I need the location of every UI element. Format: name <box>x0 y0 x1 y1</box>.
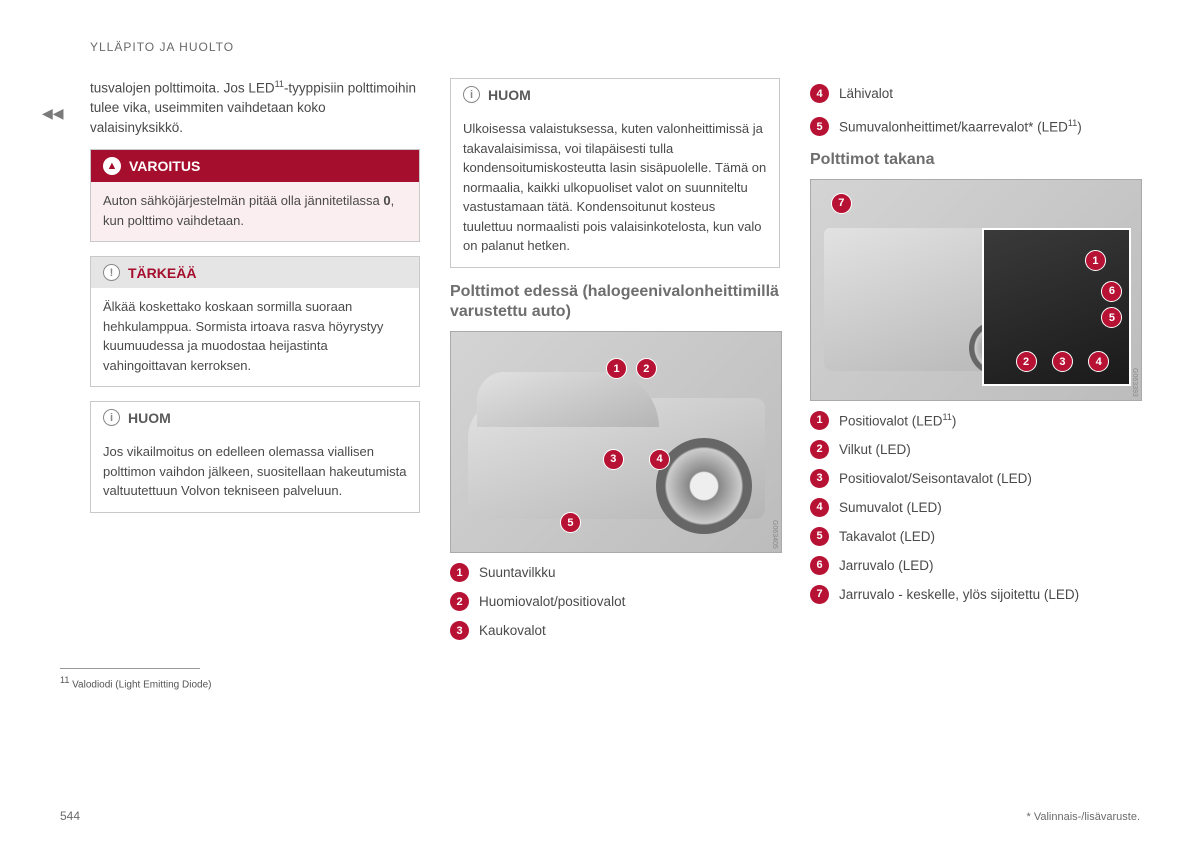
callout-3: 3 <box>603 449 624 470</box>
legend-num: 1 <box>810 411 829 430</box>
legend-label: Jarruvalo (LED) <box>839 558 934 573</box>
warning-title: VAROITUS <box>129 158 200 174</box>
warning-body: Auton sähköjärjestelmän pitää olla jänni… <box>91 182 419 241</box>
callout-1: 1 <box>1085 250 1106 271</box>
callout-4: 4 <box>649 449 670 470</box>
note-2-title: HUOM <box>488 87 531 103</box>
rear-image-id: G063393 <box>1131 368 1138 397</box>
legend-num: 3 <box>810 469 829 488</box>
callout-2: 2 <box>636 358 657 379</box>
legend-label: Lähivalot <box>839 86 893 101</box>
info-icon: i <box>463 86 480 103</box>
optional-equipment-note: * Valinnais-/lisävaruste. <box>1026 811 1140 823</box>
note-2-header: i HUOM <box>451 79 779 110</box>
legend-item-5: 5 Takavalot (LED) <box>810 527 1140 546</box>
section-header: YLLÄPITO JA HUOLTO <box>90 40 1140 54</box>
note-1-body: Jos vikailmoitus on edelleen olemassa vi… <box>91 433 419 512</box>
continuation-marker: ◀◀ <box>42 105 64 122</box>
important-body: Älkää koskettako koskaan sormilla suoraa… <box>91 288 419 386</box>
front-wheel <box>656 438 752 534</box>
note-1-title: HUOM <box>128 410 171 426</box>
footnote: 11 Valodiodi (Light Emitting Diode) <box>60 675 1140 690</box>
page-number: 544 <box>60 809 80 823</box>
note-1-header: i HUOM <box>91 402 419 433</box>
front-bulbs-figure: G063405 12345 <box>450 331 782 553</box>
info-icon: i <box>103 409 120 426</box>
rear-legend: 1 Positiovalot (LED11) 2 Vilkut (LED) 3 Posit… <box>810 411 1140 604</box>
legend-num: 1 <box>450 563 469 582</box>
legend-num: 2 <box>450 592 469 611</box>
front-legend-continued: 4 Lähivalot 5 Sumuvalonheittimet/kaarrevalo… <box>810 84 1140 136</box>
front-legend: 1 Suuntavilkku 2 Huomiovalot/positiovalot 3K… <box>450 563 780 640</box>
legend-label: Vilkut (LED) <box>839 442 911 457</box>
legend-num: 7 <box>810 585 829 604</box>
rear-bulbs-heading: Polttimot takana <box>810 150 1140 171</box>
legend-item-3: 3 Positiovalot/Seisontavalot (LED) <box>810 469 1140 488</box>
callout-5: 5 <box>560 512 581 533</box>
note-box-2: i HUOM Ulkoisessa valaistuksessa, kuten … <box>450 78 780 268</box>
important-header: ! TÄRKEÄÄ <box>91 257 419 288</box>
legend-label: Huomiovalot/positiovalot <box>479 594 625 609</box>
legend-num: 4 <box>810 498 829 517</box>
legend-item-1: 1 Suuntavilkku <box>450 563 780 582</box>
legend-item-3: 3 Kaukovalot <box>450 621 780 640</box>
legend-label: Positiovalot (LED11) <box>839 412 956 429</box>
legend-item-2: 2 Huomiovalot/positiovalot <box>450 592 780 611</box>
legend-item-5: 5 Sumuvalonheittimet/kaarrevalot* (LED11) <box>810 117 1140 136</box>
legend-num: 5 <box>810 117 829 136</box>
legend-label: Suuntavilkku <box>479 565 556 580</box>
legend-item-7: 7 Jarruvalo - keskelle, ylös sijoitettu (… <box>810 585 1140 604</box>
legend-label: Positiovalot/Seisontavalot (LED) <box>839 471 1032 486</box>
rear-bulbs-figure: G063393 7165234 <box>810 179 1142 401</box>
legend-item-6: 6 Jarruvalo (LED) <box>810 556 1140 575</box>
manual-page: YLLÄPITO JA HUOLTO ◀◀ tusvalojen polttim… <box>0 0 1200 845</box>
car-front-hood <box>477 372 659 427</box>
footnote-rule <box>60 668 200 669</box>
legend-item-4: 4 Lähivalot <box>810 84 1140 103</box>
callout-7: 7 <box>831 193 852 214</box>
legend-num: 4 <box>810 84 829 103</box>
important-title: TÄRKEÄÄ <box>128 265 196 281</box>
column-3: 4 Lähivalot 5 Sumuvalonheittimet/kaarrevalo… <box>810 78 1140 650</box>
legend-num: 5 <box>810 527 829 546</box>
note-2-body: Ulkoisessa valaistuksessa, kuten valonhe… <box>451 110 779 267</box>
warning-box: ▲ VAROITUS Auton sähköjärjestelmän pitää… <box>90 149 420 242</box>
legend-label: Jarruvalo - keskelle, ylös sijoitettu (L… <box>839 587 1079 602</box>
warning-header: ▲ VAROITUS <box>91 150 419 182</box>
legend-label: Sumuvalonheittimet/kaarrevalot* (LED11) <box>839 118 1082 135</box>
legend-item-2: 2 Vilkut (LED) <box>810 440 1140 459</box>
front-bulbs-heading: Polttimot edessä (halogeenivalonheittimi… <box>450 282 780 324</box>
warning-icon: ▲ <box>103 157 121 175</box>
legend-num: 2 <box>810 440 829 459</box>
intro-sup: 11 <box>275 79 284 89</box>
callout-2: 2 <box>1016 351 1037 372</box>
front-image-id: G063405 <box>771 520 778 549</box>
intro-text-1: tusvalojen polttimoita. Jos LED <box>90 81 275 96</box>
legend-num: 6 <box>810 556 829 575</box>
legend-label: Takavalot (LED) <box>839 529 935 544</box>
legend-label: Sumuvalot (LED) <box>839 500 942 515</box>
note-box-1: i HUOM Jos vikailmoitus on edelleen olem… <box>90 401 420 513</box>
intro-paragraph: tusvalojen polttimoita. Jos LED11-tyyppi… <box>90 78 420 137</box>
column-2: i HUOM Ulkoisessa valaistuksessa, kuten … <box>450 78 780 650</box>
legend-label: Kaukovalot <box>479 623 546 638</box>
important-box: ! TÄRKEÄÄ Älkää koskettako koskaan sormi… <box>90 256 420 387</box>
column-1: tusvalojen polttimoita. Jos LED11-tyyppi… <box>60 78 420 650</box>
legend-num: 3 <box>450 621 469 640</box>
legend-item-1: 1 Positiovalot (LED11) <box>810 411 1140 430</box>
content-columns: tusvalojen polttimoita. Jos LED11-tyyppi… <box>60 78 1140 650</box>
legend-item-4: 4 Sumuvalot (LED) <box>810 498 1140 517</box>
important-icon: ! <box>103 264 120 281</box>
